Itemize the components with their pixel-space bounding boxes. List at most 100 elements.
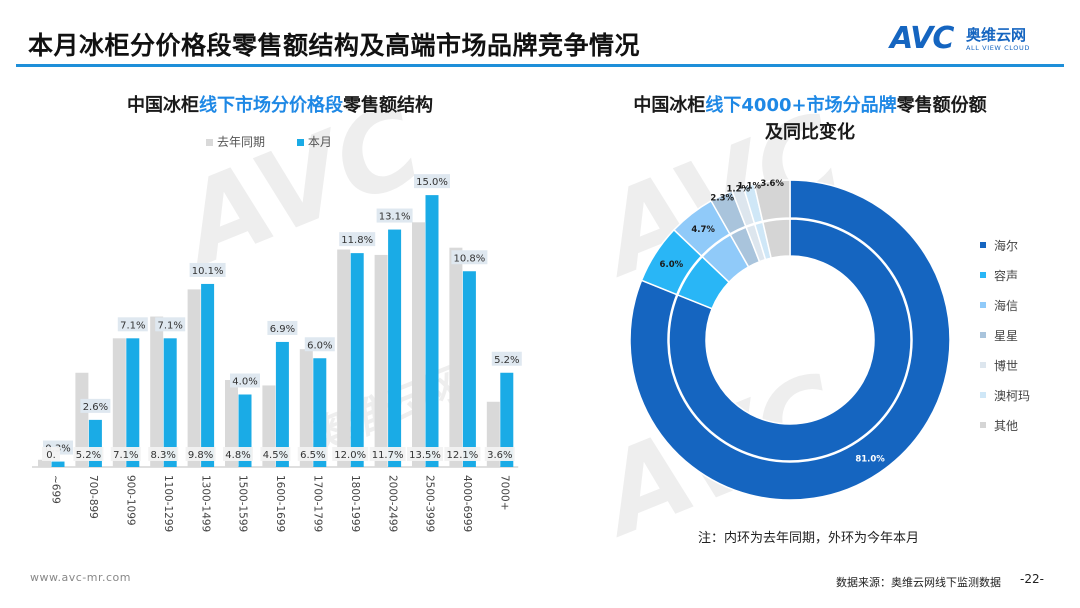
legend-swatch bbox=[980, 272, 986, 278]
x-tick-label: 1800-1999 bbox=[349, 475, 361, 532]
right-title-line1: 中国冰柜线下4000+市场分品牌零售额份额 bbox=[590, 92, 1030, 119]
data-label-text: 7.1% bbox=[157, 320, 182, 331]
data-label-text: 7.1% bbox=[113, 450, 138, 461]
bar-last-year bbox=[187, 289, 201, 467]
right-title-highlight: 线下4000+市场分品牌 bbox=[705, 95, 897, 116]
data-label-text: 9.8% bbox=[188, 450, 213, 461]
legend-label-this-month: 本月 bbox=[307, 135, 332, 149]
data-label-last-year: 11.7% bbox=[369, 447, 406, 461]
footer-url: www.avc-mr.com bbox=[30, 571, 131, 584]
data-label-text: 3.6% bbox=[487, 450, 512, 461]
right-title-suffix: 零售额份额 bbox=[896, 95, 987, 116]
data-label-this-month: 6.0% bbox=[304, 337, 335, 352]
slice-label-text: 1.1% bbox=[737, 181, 761, 191]
data-label-this-month: 15.0% bbox=[414, 174, 450, 189]
left-title-highlight: 线下市场分价格段 bbox=[199, 95, 343, 116]
bar-this-month bbox=[313, 358, 327, 467]
x-tick-label: 1600-1699 bbox=[274, 475, 286, 532]
legend-item: 其他 bbox=[980, 410, 1030, 440]
left-title-suffix: 零售额结构 bbox=[343, 95, 433, 116]
bar-last-year bbox=[412, 222, 425, 467]
data-label-last-year: 4.8% bbox=[223, 447, 253, 461]
legend-item: 澳柯玛 bbox=[980, 380, 1030, 410]
bar-last-year bbox=[337, 249, 351, 467]
data-label-last-year: 12.1% bbox=[444, 447, 481, 461]
data-label-text: 13.1% bbox=[379, 212, 411, 223]
slice-label: 6.0% bbox=[660, 260, 684, 270]
x-tick-label: 4000-6999 bbox=[461, 475, 473, 532]
data-label-text: 12.1% bbox=[447, 450, 479, 461]
left-chart-title: 中国冰柜线下市场分价格段零售额结构 bbox=[60, 92, 500, 119]
data-label-this-month: 10.1% bbox=[189, 262, 226, 277]
slice-label: 81.0% bbox=[855, 454, 885, 464]
data-label-text: 5.2% bbox=[494, 355, 519, 366]
slice-label-text: 6.0% bbox=[660, 260, 684, 270]
data-label-text: 11.7% bbox=[372, 450, 404, 461]
right-title-line2: 及同比变化 bbox=[765, 122, 855, 143]
data-label-text: 4.8% bbox=[225, 450, 250, 461]
legend-label: 海信 bbox=[994, 298, 1019, 313]
data-label-text: 6.5% bbox=[300, 450, 325, 461]
page-title: 本月冰柜分价格段零售额结构及高端市场品牌竞争情况 bbox=[28, 31, 641, 60]
legend-item: 博世 bbox=[980, 350, 1030, 380]
data-label-text: 6.0% bbox=[307, 340, 332, 351]
slice-label: 1.1% bbox=[737, 181, 761, 191]
bar-this-month bbox=[201, 283, 215, 467]
title-divider bbox=[16, 64, 1064, 67]
legend-item-last-year: 去年同期 bbox=[206, 135, 265, 149]
data-label-text: 15.0% bbox=[416, 177, 448, 188]
legend-item: 星星 bbox=[980, 320, 1030, 350]
legend-label: 海尔 bbox=[994, 238, 1019, 253]
data-label-last-year: 13.5% bbox=[407, 447, 443, 461]
data-label-text: 13.5% bbox=[409, 450, 441, 461]
data-label-text: 5.2% bbox=[76, 450, 101, 461]
page-number: -22- bbox=[1020, 572, 1044, 586]
data-label-text: 10.8% bbox=[454, 253, 486, 264]
slice-label-text: 81.0% bbox=[855, 454, 885, 464]
data-label-text: 4.5% bbox=[263, 450, 288, 461]
data-label-this-month: 6.9% bbox=[267, 320, 298, 335]
legend-item: 海尔 bbox=[980, 230, 1030, 260]
bar-this-month bbox=[350, 253, 364, 467]
x-tick-label: 7000+ bbox=[499, 475, 511, 511]
x-tick-label: 1100-1299 bbox=[162, 475, 174, 532]
bar-this-month bbox=[51, 461, 65, 467]
x-tick-label: 700-899 bbox=[87, 475, 99, 519]
bar-this-month bbox=[425, 195, 439, 467]
slice-label: 2.3% bbox=[710, 193, 734, 203]
data-label-last-year: 3.6% bbox=[484, 447, 515, 461]
bar-this-month bbox=[388, 229, 402, 467]
data-label-this-month: 4.0% bbox=[230, 373, 260, 388]
data-label-last-year: 7.1% bbox=[110, 447, 141, 461]
avc-logo: AVC 奥维云网 ALL VIEW CLOUD bbox=[890, 22, 1060, 58]
x-tick-label: 1500-1599 bbox=[237, 475, 249, 532]
legend-swatch bbox=[980, 302, 986, 308]
x-tick-label: 900-1099 bbox=[125, 475, 137, 526]
legend-label: 澳柯玛 bbox=[994, 388, 1031, 403]
legend-item: 海信 bbox=[980, 290, 1030, 320]
legend-swatch-last-year bbox=[206, 139, 213, 146]
legend-item-this-month: 本月 bbox=[296, 135, 332, 149]
legend-label: 容声 bbox=[994, 268, 1019, 283]
data-label-text: 4.0% bbox=[232, 377, 257, 388]
outer-ring-slice bbox=[629, 179, 951, 501]
slice-label-text: 1.2% bbox=[727, 185, 751, 195]
data-label-last-year: 6.5% bbox=[297, 447, 328, 461]
inner-ring-slice bbox=[668, 218, 912, 462]
legend-label-last-year: 去年同期 bbox=[217, 135, 266, 149]
data-label-text: 11.8% bbox=[341, 235, 373, 246]
x-tick-label: 2500-3999 bbox=[424, 475, 436, 532]
data-label-last-year: 12.0% bbox=[332, 447, 369, 461]
inner-ring-slice bbox=[761, 218, 791, 260]
data-label-this-month: 13.1% bbox=[376, 208, 413, 223]
slice-label-text: 2.3% bbox=[710, 193, 734, 203]
data-label-this-month: 11.8% bbox=[339, 232, 376, 247]
legend-swatch bbox=[980, 332, 986, 338]
data-label-text: 12.0% bbox=[334, 450, 366, 461]
data-label-last-year: 8.3% bbox=[148, 447, 179, 461]
donut-chart: 81.0% 6.0% 4.7% 2.3%1.2%1.1% 3.6% bbox=[629, 179, 951, 501]
data-label-text: 2.6% bbox=[83, 402, 108, 413]
bar-last-year bbox=[38, 459, 51, 467]
bar-this-month bbox=[163, 338, 177, 467]
slice-label: 4.7% bbox=[691, 225, 715, 235]
